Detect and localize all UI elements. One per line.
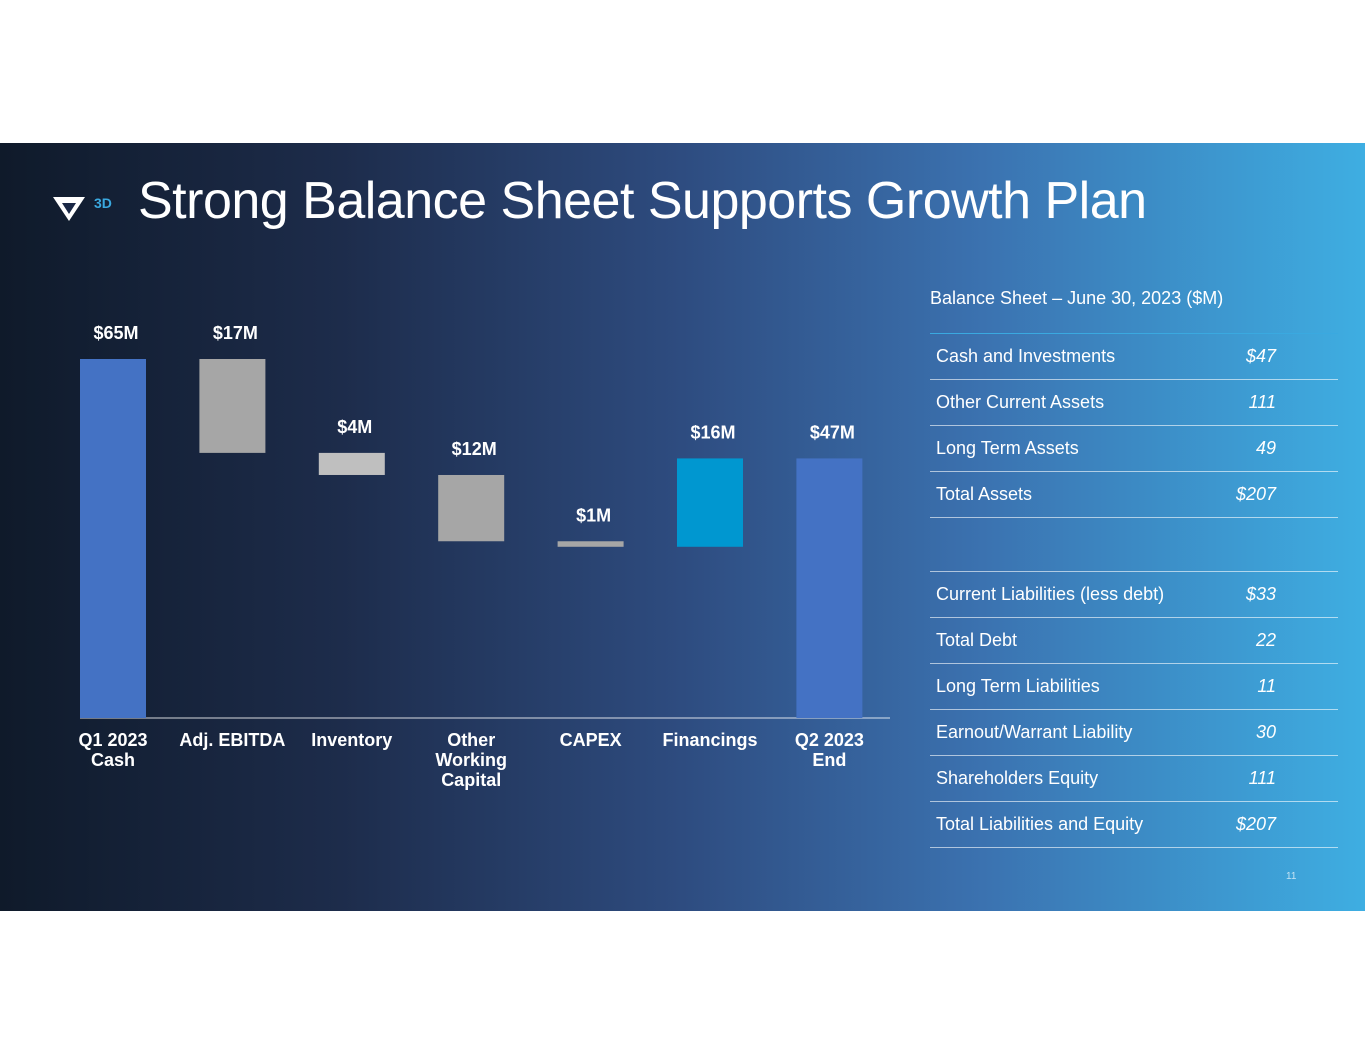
page-number: 11	[1286, 871, 1297, 882]
chart-bar	[796, 458, 863, 718]
row-label: Shareholders Equity	[936, 768, 1099, 788]
table-row: Long Term Liabilities 11	[930, 664, 1338, 710]
chart-bar	[318, 452, 385, 475]
table-row: Total Liabilities and Equity $207	[930, 802, 1338, 848]
row-value: 111	[1248, 768, 1276, 788]
category-label: Adj. EBITDA	[179, 730, 285, 750]
row-value: $207	[1235, 484, 1276, 504]
category-label: Q2 2023 End	[795, 730, 864, 770]
row-value: $33	[1245, 584, 1276, 604]
category-label: Inventory	[311, 730, 392, 750]
category-label-line: Capital	[441, 770, 501, 790]
category-label-line: End	[812, 750, 846, 770]
row-label: Total Assets	[936, 484, 1033, 504]
data-label: $16M	[690, 422, 735, 442]
category-label-line: Adj. EBITDA	[179, 730, 285, 750]
page-title: Strong Balance Sheet Supports Growth Pla…	[138, 172, 1147, 230]
v3d-logo-icon	[53, 197, 85, 221]
table-row: Earnout/Warrant Liability 30	[930, 710, 1338, 756]
row-label: Long Term Assets	[936, 438, 1079, 458]
chart-bar	[677, 458, 743, 547]
row-label: Total Debt	[936, 630, 1018, 650]
row-value: 22	[1255, 630, 1276, 650]
row-value: 11	[1257, 676, 1276, 696]
data-label: $12M	[452, 439, 497, 459]
company-logo: 3D	[52, 193, 122, 233]
category-label: Financings	[662, 730, 757, 750]
row-value: 111	[1248, 392, 1276, 412]
chart-bar	[199, 359, 266, 453]
chart-bar	[80, 359, 146, 718]
chart-bar	[438, 474, 505, 542]
category-label: Q1 2023 Cash	[78, 730, 147, 770]
data-label: $1M	[576, 505, 611, 525]
assets-table: Cash and Investments $47 Other Current A…	[930, 333, 1338, 518]
data-label: $4M	[337, 417, 372, 437]
table-row: Total Debt 22	[930, 618, 1338, 664]
row-label: Current Liabilities (less debt)	[936, 584, 1165, 604]
table-row: Current Liabilities (less debt) $33	[930, 572, 1338, 618]
row-label: Cash and Investments	[936, 346, 1116, 366]
liabilities-table: Current Liabilities (less debt) $33 Tota…	[930, 571, 1338, 848]
category-label-line: Inventory	[311, 730, 392, 750]
table-row: Long Term Assets 49	[930, 426, 1338, 472]
waterfall-chart: $65M Q1 2023 Cash $17M Adj. EBITDA $4M Invento…	[78, 323, 890, 790]
table-row: Other Current Assets 111	[930, 380, 1338, 426]
category-label: CAPEX	[560, 730, 622, 750]
data-label: $47M	[810, 422, 855, 442]
row-label: Other Current Assets	[936, 392, 1105, 412]
row-value: $207	[1235, 814, 1276, 834]
balance-sheet-panel: Balance Sheet – June 30, 2023 ($M) Cash …	[930, 283, 1338, 848]
category-label-line: CAPEX	[560, 730, 622, 750]
row-label: Earnout/Warrant Liability	[936, 722, 1133, 742]
logo-text: 3D	[94, 195, 112, 211]
row-value: 49	[1255, 438, 1276, 458]
data-label: $65M	[93, 323, 138, 343]
table-row: Cash and Investments $47	[930, 334, 1338, 380]
table-row: Total Assets $207	[930, 472, 1338, 518]
row-label: Total Liabilities and Equity	[936, 814, 1144, 834]
category-label-line: Q1 2023	[78, 730, 147, 750]
category-label-line: Cash	[91, 750, 135, 770]
category-label: Other Working Capital	[435, 730, 507, 790]
table-row: Shareholders Equity 111	[930, 756, 1338, 802]
slide: 3D Strong Balance Sheet Supports Growth …	[0, 143, 1365, 911]
balance-sheet-caption: Balance Sheet – June 30, 2023 ($M)	[930, 288, 1224, 308]
category-label-line: Q2 2023	[795, 730, 864, 750]
row-label: Long Term Liabilities	[936, 676, 1100, 696]
data-label: $17M	[213, 323, 258, 343]
row-value: $47	[1245, 346, 1276, 366]
category-label-line: Other	[447, 730, 495, 750]
category-label-line: Working	[435, 750, 507, 770]
chart-bar	[557, 541, 624, 547]
row-value: 30	[1255, 722, 1276, 742]
category-label-line: Financings	[662, 730, 757, 750]
